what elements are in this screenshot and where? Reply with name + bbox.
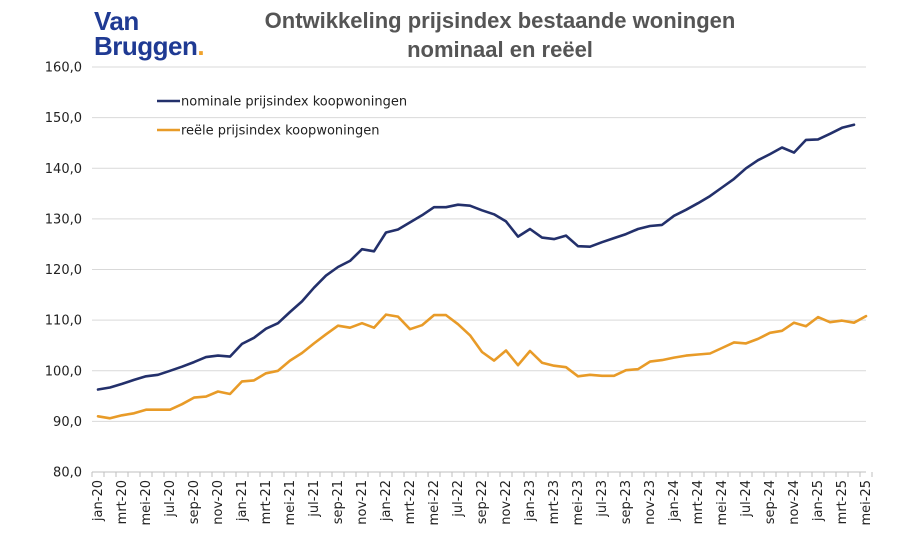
y-tick-label: 130,0 <box>45 212 82 227</box>
x-tick-label: nov-22 <box>499 480 514 525</box>
y-tick-label: 80,0 <box>53 466 82 481</box>
x-tick-label: mrt-20 <box>115 480 130 524</box>
x-tick-label: nov-21 <box>355 480 370 525</box>
x-axis: jan-20 mrt-20 mei-20 jul-20 sep-20 nov-20 jan-… <box>91 471 874 526</box>
chart-title-line-1: Ontwikkeling prijsindex bestaande woning… <box>264 8 736 33</box>
series-lines <box>96 123 868 420</box>
x-tick-label: jan-22 <box>379 480 394 522</box>
x-tick-label: mei-22 <box>427 480 442 526</box>
y-tick-label: 100,0 <box>45 364 82 379</box>
y-tick-label: 150,0 <box>45 111 82 126</box>
logo-line-2-text: Bruggen <box>94 31 198 61</box>
x-tick-label: jul-20 <box>163 480 178 518</box>
series-line-real <box>96 313 868 420</box>
y-tick-label: 110,0 <box>45 314 82 329</box>
x-tick-label: sep-21 <box>331 480 346 524</box>
legend: nominale prijsindex koopwoningen reële pr… <box>157 95 407 139</box>
x-tick-label: sep-24 <box>763 480 778 524</box>
x-tick-label: nov-23 <box>643 480 658 525</box>
y-tick-label: 120,0 <box>45 263 82 278</box>
chart-title: Ontwikkeling prijsindex bestaande woning… <box>190 6 810 64</box>
x-tick-label: mei-25 <box>859 480 874 526</box>
x-tick-label: jan-23 <box>523 480 538 522</box>
x-tick-label: mrt-23 <box>547 480 562 524</box>
x-tick-label: jan-20 <box>91 480 106 522</box>
x-tick-label: nov-24 <box>787 480 802 525</box>
x-tick-label: sep-23 <box>619 480 634 524</box>
x-tick-label: mei-21 <box>283 480 298 526</box>
x-tick-label: sep-20 <box>187 480 202 524</box>
y-axis: 80,0 90,0 100,0 110,0 120,0 130,0 140,0 150,0 16… <box>45 61 82 481</box>
x-tick-label: jan-21 <box>235 480 250 522</box>
logo-dot: . <box>197 31 205 61</box>
y-tick-label: 90,0 <box>53 415 82 430</box>
y-tick-label: 140,0 <box>45 162 82 177</box>
x-tick-label: jan-25 <box>811 480 826 522</box>
logo-line-2: Bruggen. <box>94 31 205 61</box>
x-tick-label: jul-24 <box>739 480 754 518</box>
x-tick-label: mrt-21 <box>259 480 274 524</box>
x-tick-label: mei-20 <box>139 480 154 526</box>
legend-label: reële prijsindex koopwoningen <box>181 124 379 139</box>
x-tick-label: nov-20 <box>211 480 226 525</box>
x-tick-label: mei-23 <box>571 480 586 526</box>
chart-title-line-2: nominaal en reëel <box>407 37 593 62</box>
brand-logo: Van Bruggen. <box>94 6 205 61</box>
legend-label: nominale prijsindex koopwoningen <box>181 95 407 110</box>
x-tick-label: jan-24 <box>667 480 682 522</box>
logo-line-1: Van <box>94 6 139 36</box>
x-tick-label: jul-23 <box>595 480 610 518</box>
series-line-nominal <box>96 123 856 391</box>
x-tick-label: sep-22 <box>475 480 490 524</box>
x-tick-label: mei-24 <box>715 480 730 526</box>
x-tick-label: mrt-24 <box>691 480 706 524</box>
x-tick-label: jul-21 <box>307 480 322 518</box>
x-tick-label: mrt-25 <box>835 480 850 524</box>
x-tick-label: jul-22 <box>451 480 466 518</box>
x-tick-label: mrt-22 <box>403 480 418 524</box>
y-tick-label: 160,0 <box>45 61 82 76</box>
